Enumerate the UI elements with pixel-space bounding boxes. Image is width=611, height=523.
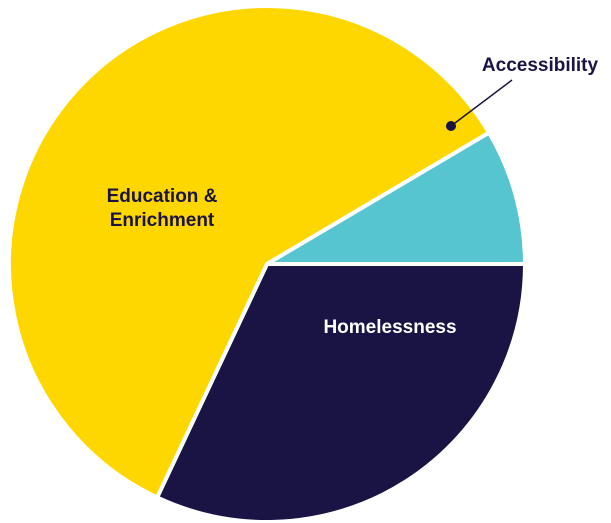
slice-homelessness [155, 262, 527, 523]
slice-label-line: Enrichment [110, 210, 215, 231]
slice-label-education-and-enrichment: Education & Enrichment [107, 186, 218, 231]
slices-layer [7, 4, 527, 523]
leader-dot-accessibility [446, 121, 456, 131]
slice-accessibility [265, 130, 527, 266]
slice-education-and-enrichment [7, 4, 492, 500]
leader-line-accessibility [450, 79, 513, 127]
slice-label-accessibility: Accessibility [482, 55, 599, 76]
slice-label-homelessness: Homelessness [323, 317, 456, 338]
slice-label-line: Accessibility [482, 55, 599, 76]
labels-layer: Homelessness Education & Enrichment Accessi… [107, 55, 599, 338]
slice-label-line: Homelessness [323, 317, 456, 338]
slice-label-line: Education & [107, 186, 218, 207]
